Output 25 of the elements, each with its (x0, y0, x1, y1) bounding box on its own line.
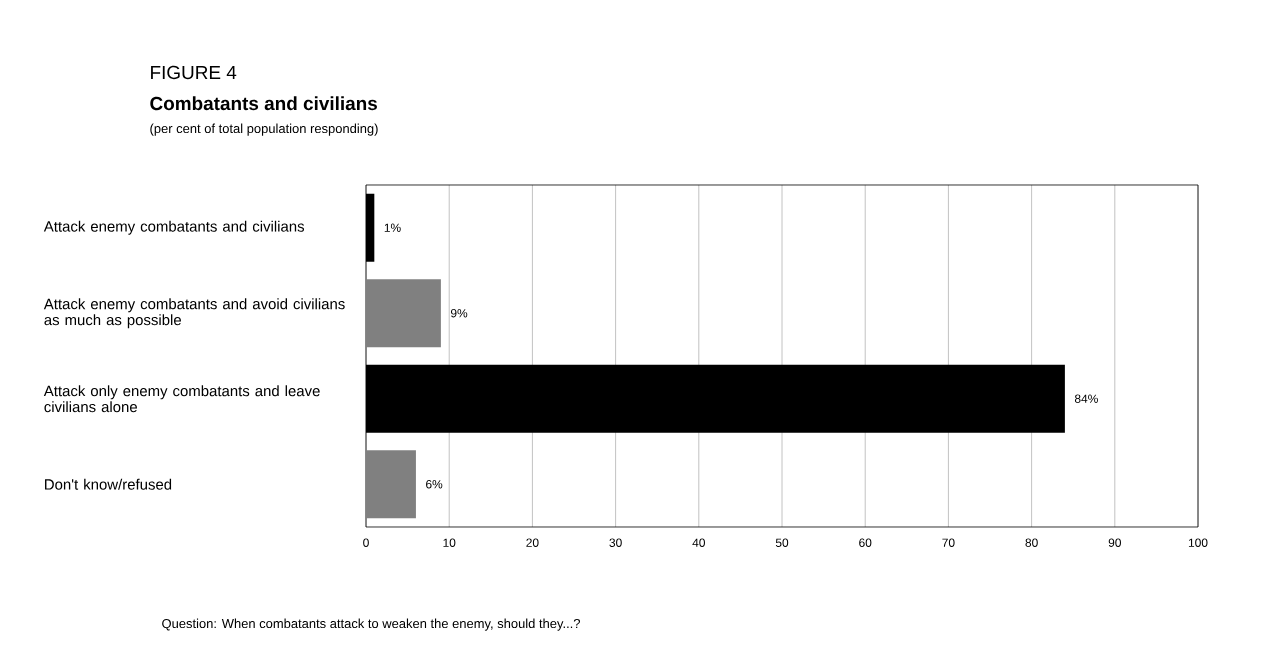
x-tick-label: 90 (1108, 538, 1121, 547)
x-tick-label: 50 (775, 538, 789, 547)
x-tick-label: 30 (609, 538, 622, 547)
chart-subtitle: (per cent of total population responding) (150, 123, 378, 136)
x-tick-label: 20 (526, 538, 539, 547)
x-tick-label: 80 (1025, 538, 1038, 547)
x-tick-label: 0 (363, 538, 369, 547)
x-tick-label: 60 (859, 538, 872, 547)
y-tick-label: Attack enemy combatants and civilians (43, 220, 305, 235)
x-tick-label: 100 (1188, 538, 1208, 547)
y-tick-label: Attack enemy combatants and avoid civilians as much as possible (43, 298, 345, 329)
text: Question: When combatants attack to weaken the enemy, should they...? (162, 618, 581, 631)
data-label: 6% (426, 480, 443, 489)
caption: FIGURE 4 (151, 65, 237, 80)
bar (366, 450, 416, 519)
y-tick-label: Attack only enemy combatants and leave civilians alone (43, 385, 320, 413)
x-tick-label: 40 (692, 538, 705, 547)
data-label: 9% (450, 309, 468, 318)
chart-title: Combatants and civilians (150, 96, 377, 111)
bar (366, 279, 441, 348)
x-tick-label: 10 (443, 538, 456, 547)
data-label: 84% (1074, 394, 1098, 403)
y-tick-label: Don't know/refused (45, 478, 172, 490)
x-tick-label: 70 (942, 538, 955, 547)
data-label: 1% (384, 223, 401, 232)
